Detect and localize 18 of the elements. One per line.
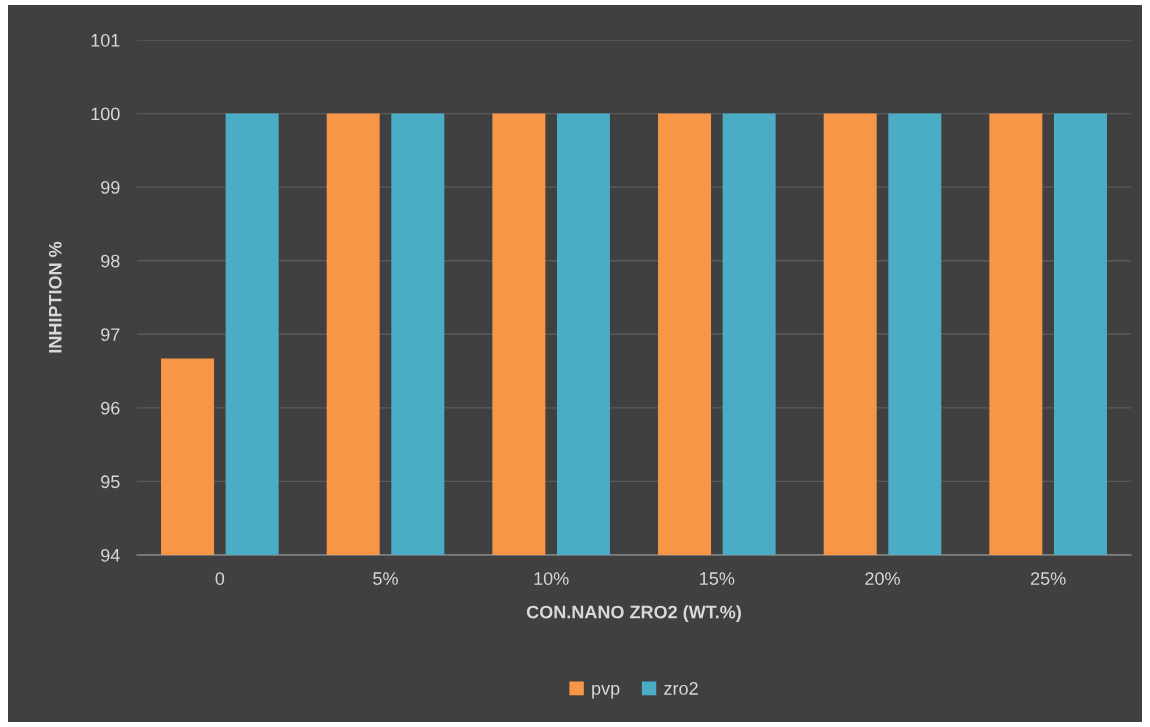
y-axis-title: INHIPTION % — [48, 241, 62, 353]
y-tick-label: 101 — [91, 33, 120, 47]
legend-label: pvp — [592, 684, 620, 699]
x-tick-label: 0 — [215, 572, 225, 585]
y-tick-label: 94 — [101, 548, 120, 562]
x-tick-label: 25% — [1031, 572, 1066, 585]
x-axis-title: CON.NANO ZRO2 (WT.%) — [526, 605, 741, 622]
x-tick-label: 15% — [700, 572, 735, 585]
x-tick-label: 10% — [534, 572, 569, 585]
y-tick-label: 97 — [101, 328, 120, 342]
x-tick-label: 20% — [865, 572, 900, 585]
x-tick-label: 5% — [373, 572, 398, 585]
y-tick-label: 98 — [101, 254, 120, 268]
y-tick-label: 96 — [101, 401, 120, 415]
y-tick-label: 99 — [101, 181, 120, 194]
legend-label: zro2 — [664, 682, 698, 695]
y-tick-label: 95 — [101, 475, 120, 489]
y-tick-label: 100 — [91, 107, 120, 121]
